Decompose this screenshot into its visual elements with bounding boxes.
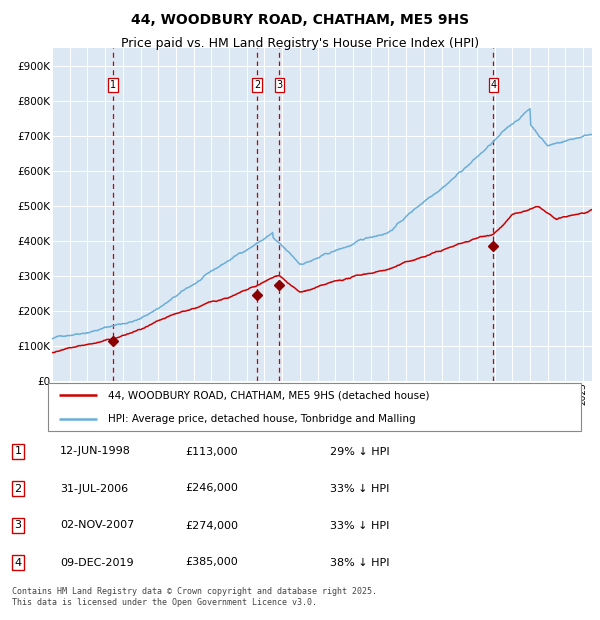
Text: 33% ↓ HPI: 33% ↓ HPI xyxy=(330,521,389,531)
Text: Contains HM Land Registry data © Crown copyright and database right 2025.
This d: Contains HM Land Registry data © Crown c… xyxy=(12,587,377,608)
Text: £385,000: £385,000 xyxy=(185,557,238,567)
Text: 2: 2 xyxy=(254,80,260,90)
Text: 31-JUL-2006: 31-JUL-2006 xyxy=(60,484,128,494)
Text: 12-JUN-1998: 12-JUN-1998 xyxy=(60,446,131,456)
Text: 4: 4 xyxy=(14,557,22,567)
Text: 38% ↓ HPI: 38% ↓ HPI xyxy=(330,557,389,567)
Text: 44, WOODBURY ROAD, CHATHAM, ME5 9HS: 44, WOODBURY ROAD, CHATHAM, ME5 9HS xyxy=(131,14,469,27)
Text: 3: 3 xyxy=(276,80,283,90)
Text: 09-DEC-2019: 09-DEC-2019 xyxy=(60,557,134,567)
Text: 44, WOODBURY ROAD, CHATHAM, ME5 9HS (detached house): 44, WOODBURY ROAD, CHATHAM, ME5 9HS (det… xyxy=(108,390,430,400)
Text: 33% ↓ HPI: 33% ↓ HPI xyxy=(330,484,389,494)
Text: 29% ↓ HPI: 29% ↓ HPI xyxy=(330,446,389,456)
Text: £274,000: £274,000 xyxy=(185,521,238,531)
FancyBboxPatch shape xyxy=(47,383,581,431)
Text: 1: 1 xyxy=(110,80,116,90)
Text: 1: 1 xyxy=(14,446,22,456)
Text: Price paid vs. HM Land Registry's House Price Index (HPI): Price paid vs. HM Land Registry's House … xyxy=(121,37,479,50)
Text: 2: 2 xyxy=(14,484,22,494)
Text: HPI: Average price, detached house, Tonbridge and Malling: HPI: Average price, detached house, Tonb… xyxy=(108,414,416,424)
Text: 4: 4 xyxy=(490,80,496,90)
Text: £113,000: £113,000 xyxy=(185,446,238,456)
Text: 3: 3 xyxy=(14,521,22,531)
Text: £246,000: £246,000 xyxy=(185,484,238,494)
Text: 02-NOV-2007: 02-NOV-2007 xyxy=(60,521,134,531)
